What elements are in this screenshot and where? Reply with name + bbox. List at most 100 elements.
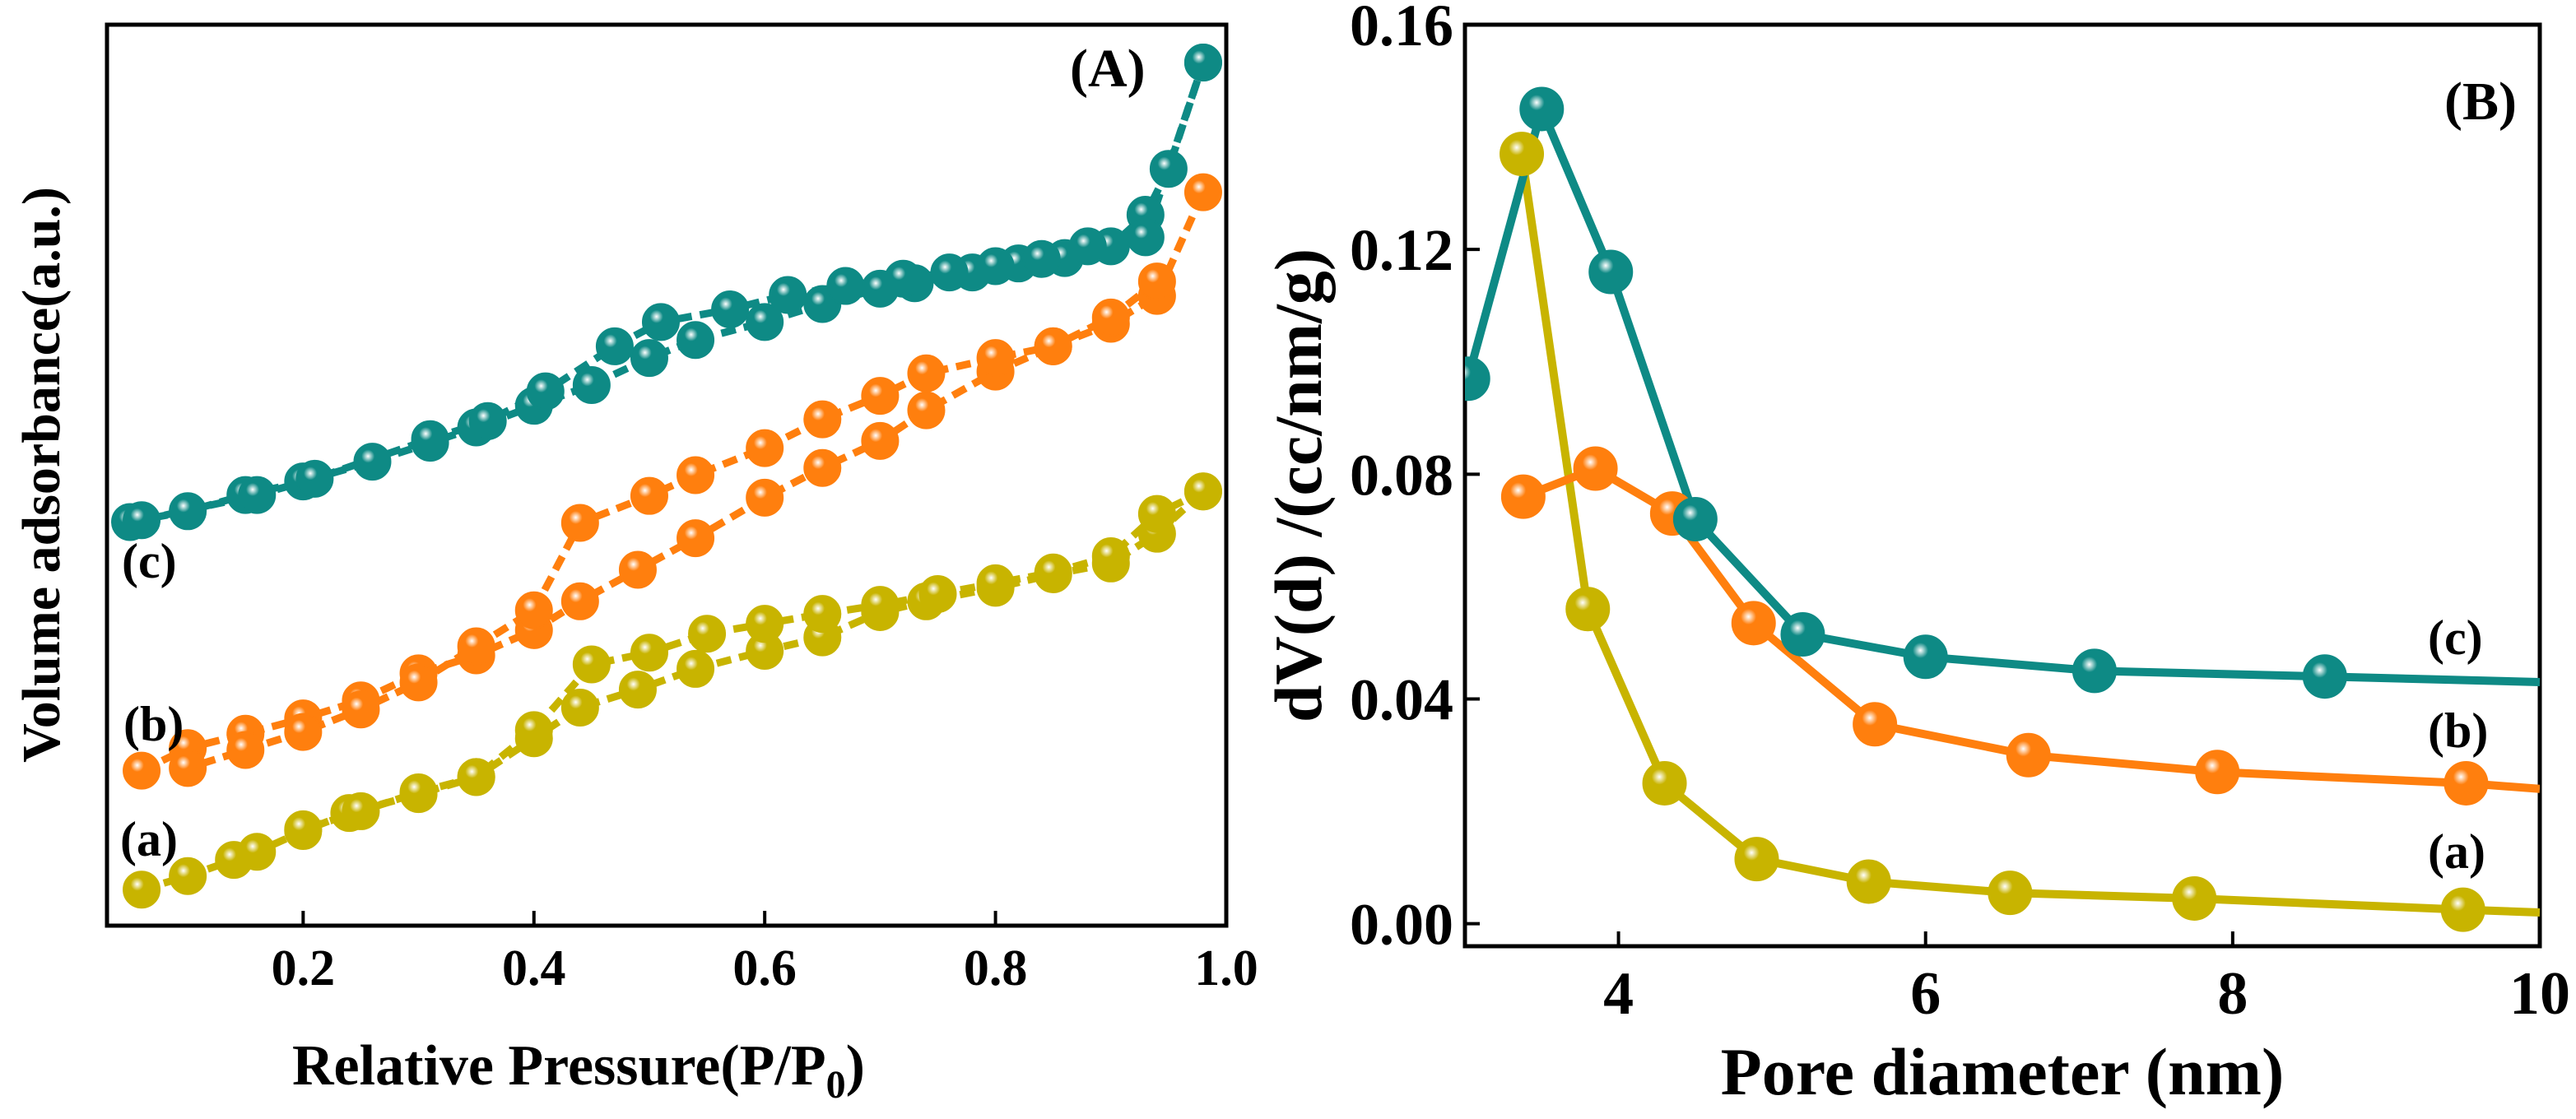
- panel-a-series-0-desorption-point: [1183, 472, 1222, 511]
- panel-a-series-1-adsorption-point: [618, 550, 657, 589]
- panel-a-series-1-desorption-point: [1091, 298, 1130, 337]
- panel-a-series-1-adsorption-point: [1183, 173, 1222, 211]
- panel-a-x-axis-title-close: ): [846, 1034, 865, 1098]
- panel-b-series-0-point: [1846, 859, 1891, 904]
- panel-b-series-1-point: [1500, 474, 1546, 519]
- panel-a-series-2-desorption-point: [1126, 218, 1165, 257]
- panel-a-series-2-adsorption-line: [129, 61, 1207, 526]
- panel-a-series-0-desorption-point: [457, 758, 495, 796]
- panel-a-series-1-desorption-point: [630, 476, 668, 515]
- panel-b-series-2-line: [1465, 104, 2540, 686]
- panel-a-series-2-desorption-point: [641, 303, 680, 341]
- panel-a-series-0-adsorption-point: [123, 871, 161, 909]
- panel-b-x-tick-label: 4: [1603, 960, 1634, 1028]
- panel-a-series-1-desorption-point: [861, 377, 900, 416]
- panel-a-chart: 0.2 0.4 0.6 0.8 1.0 (A) (c) (b) (a) Relative…: [12, 22, 1258, 1107]
- panel-a-series-2-desorption-point: [468, 402, 507, 440]
- panel-a-series-1-adsorption-point: [560, 582, 599, 620]
- panel-a-series-1-desorption-point: [342, 690, 380, 729]
- panel-a-x-tick-label: 0.4: [502, 940, 566, 996]
- panel-b-curve-label-b: (b): [2428, 703, 2488, 758]
- panel-b-frame: [1462, 22, 2542, 949]
- panel-b-curve-label-c: (c): [2428, 611, 2483, 665]
- panel-b-series-2-point: [1519, 86, 1565, 132]
- panel-a-series-0-adsorption-point: [618, 671, 657, 709]
- panel-b-series-0-point: [1500, 132, 1545, 177]
- panel-b-series-2-point: [2071, 648, 2117, 694]
- panel-b-series-0-point: [1988, 871, 2033, 916]
- panel-a-series-2-adsorption-point: [1149, 150, 1188, 188]
- panel-a-label: (A): [1070, 39, 1146, 99]
- panel-a-series-2-desorption-point: [1022, 239, 1061, 278]
- panel-a-series-2-desorption-line: [141, 61, 1207, 524]
- panel-a-series-1-desorption-point: [560, 504, 599, 542]
- panel-b-series-0-point: [1734, 837, 1779, 882]
- panel-b-plot-area: [1465, 86, 2540, 932]
- panel-b-series-2-point: [1588, 249, 1634, 295]
- panel-b-series-0-point: [2440, 887, 2485, 932]
- panel-a-y-axis-title: Volume adsorbance(a.u.): [12, 187, 72, 763]
- panel-a-series-1-desorption-point: [399, 663, 438, 702]
- panel-b-y-tick-label: 0.12: [1350, 217, 1453, 283]
- panel-a-series-0-desorption-point: [861, 586, 900, 625]
- panel-a-series-2-desorption-point: [884, 259, 923, 298]
- panel-b-series-1-point: [1853, 702, 1898, 747]
- panel-b-series-1-point: [2006, 732, 2051, 778]
- panel-a-series-1-adsorption-point: [803, 448, 842, 487]
- panel-a-series-2-desorption-point: [123, 501, 161, 540]
- panel-a-series-0-desorption-point: [918, 575, 957, 614]
- panel-a-series-1-desorption-point: [457, 627, 495, 666]
- panel-b-y-tick-label: 0.04: [1350, 667, 1453, 733]
- panel-a-series-0-desorption-point: [514, 711, 553, 750]
- panel-a-series-2-desorption-point: [976, 247, 1015, 286]
- panel-b-series-1-point: [1731, 601, 1776, 646]
- panel-a-series-0-adsorption-point: [560, 689, 599, 727]
- panel-a-series-1-desorption-point: [976, 339, 1015, 378]
- panel-b-chart: 4 6 8 10 0.00 0.04 0.08 0.12 0.16 (B) (c) (b) (a…: [1261, 0, 2570, 1109]
- panel-a-series-0-desorption-point: [284, 810, 323, 848]
- panel-b-series-0-point: [2172, 875, 2217, 921]
- panel-a-series-1-desorption-point: [226, 731, 265, 769]
- panel-a-series-0-desorption-point: [1034, 553, 1072, 592]
- panel-b-y-axis-title: dV(d) /(cc/nm/g): [1261, 248, 1336, 722]
- panel-a-series-2-desorption-point: [930, 253, 969, 292]
- panel-a-series-0-desorption-point: [630, 634, 668, 672]
- panel-a-series-0-desorption-point: [803, 595, 842, 634]
- panel-a-series-0-desorption-point: [976, 564, 1015, 602]
- panel-a-series-2-desorption-point: [595, 327, 634, 365]
- panel-a-series-2-desorption-point: [1068, 227, 1107, 266]
- panel-a-series-2-adsorption-point: [677, 321, 715, 360]
- panel-a-series-0-desorption-point: [399, 773, 438, 811]
- panel-a-series-2-adsorption-point: [572, 366, 611, 404]
- panel-a-series-1-adsorption-point: [677, 519, 715, 558]
- panel-a-series-2-desorption-point: [411, 420, 449, 458]
- panel-a-series-1-adsorption-point: [746, 478, 784, 517]
- panel-a-series-1-desorption-point: [1137, 262, 1176, 301]
- panel-a-series-2-adsorption-point: [630, 339, 668, 378]
- panel-a-series-1-desorption-point: [169, 749, 207, 787]
- panel-b-series-2-point: [1465, 356, 1490, 402]
- panel-a-series-2-adsorption-point: [169, 492, 207, 531]
- panel-b-label: (B): [2444, 72, 2517, 132]
- panel-b-x-axis-title: Pore diameter (nm): [1721, 1034, 2285, 1109]
- panel-a-series-2-desorption-point: [1183, 43, 1222, 81]
- panel-a-series-1-desorption-point: [907, 354, 946, 392]
- panel-a-series-2-desorption-point: [711, 290, 750, 329]
- panel-a-x-axis-title-main: Relative Pressure(P/P: [292, 1034, 826, 1098]
- panel-a-series-1-adsorption-point: [907, 391, 946, 429]
- panel-b-x-tick-label: 6: [1910, 960, 1941, 1028]
- panel-a-series-0-adsorption-point: [677, 649, 715, 688]
- panel-b-x-tick-label: 8: [2217, 960, 2248, 1028]
- panel-a-series-1-adsorption-point: [861, 421, 900, 460]
- panel-a-x-tick-label: 0.6: [732, 940, 797, 996]
- panel-a-series-0-desorption-point: [572, 645, 611, 684]
- panel-a-series-1-desorption-point: [284, 713, 323, 751]
- panel-b-series-1-point: [1573, 446, 1618, 491]
- panel-b-series-2-point: [1672, 496, 1718, 541]
- panel-a-series-1-desorption-point: [746, 429, 784, 467]
- panel-a-series-1-desorption-point: [1034, 327, 1072, 365]
- panel-a-x-axis-title-subscript: 0: [826, 1063, 846, 1107]
- panel-b-series-1-point: [2443, 760, 2489, 806]
- panel-a-series-2-adsorption-point: [746, 303, 784, 341]
- panel-b-curve-label-a: (a): [2428, 824, 2485, 879]
